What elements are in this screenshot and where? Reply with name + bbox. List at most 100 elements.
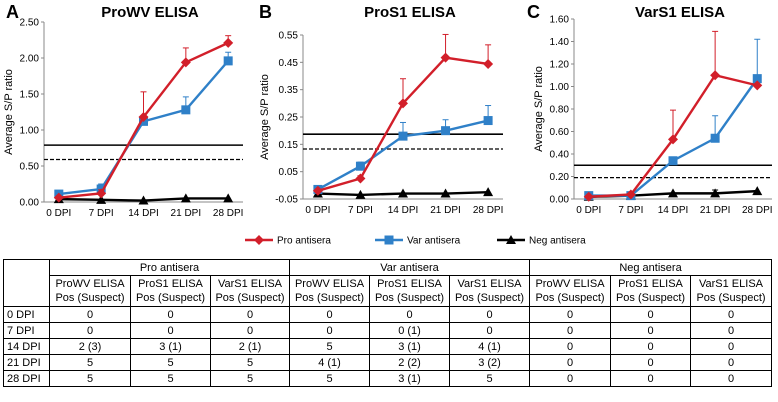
table-cell: 2 (1) <box>210 338 290 355</box>
x-tick-label: 21 DPI <box>430 205 461 216</box>
table-row: 7 DPI 0 0 0 0 0 (1) 0 0 0 0 <box>3 322 772 339</box>
series-pro-antisera <box>53 35 234 203</box>
data-point <box>752 80 763 91</box>
legend-label: Var antisera <box>407 236 461 247</box>
y-tick-label: 0.00 <box>20 198 40 209</box>
data-point <box>312 185 323 196</box>
table-cell: 0 <box>130 322 211 339</box>
x-tick-label: 0 DPI <box>576 205 601 216</box>
x-tick-label: 28 DPI <box>742 205 773 216</box>
group-header-var: Var antisera <box>289 259 530 276</box>
table-cell: 2 (2) <box>369 354 450 371</box>
table-row: 28 DPI 5 5 5 5 3 (1) 5 0 0 0 <box>3 370 772 387</box>
subheader-pos-suspect: Pos (Suspect) <box>55 292 125 304</box>
table-cell: 0 <box>690 354 772 371</box>
results-table: Pro antisera Var antisera Neg antisera P… <box>3 259 772 387</box>
chart-legend: Pro antisera Var antisera Neg antisera <box>245 235 586 247</box>
y-tick-label: 0.80 <box>550 105 570 116</box>
table-cell: 4 (1) <box>449 338 530 355</box>
table-cell: 0 <box>210 322 290 339</box>
subheader-pos-suspect: Pos (Suspect) <box>294 292 365 304</box>
data-point <box>441 126 451 136</box>
x-tick-label: 0 DPI <box>46 208 71 219</box>
panel-letter: C <box>527 2 540 22</box>
data-point <box>483 116 493 126</box>
data-point <box>96 194 107 204</box>
table-cell: 0 <box>610 354 691 371</box>
data-point <box>668 188 678 198</box>
table-cell: 0 <box>610 322 691 339</box>
table-body: 0 DPI 0 0 0 0 0 0 0 0 0 7 DPI 0 0 0 0 0 (1) 0 0 0 0 14 DPI 2 … <box>3 306 772 387</box>
table-cell: 3 (1) <box>130 338 211 355</box>
y-tick-label: 0.55 <box>279 31 299 42</box>
panel-letter: A <box>6 2 19 22</box>
data-point <box>398 98 408 109</box>
y-tick-label: 0.00 <box>550 195 570 206</box>
table-cell: 0 <box>49 322 131 339</box>
data-point <box>710 70 721 81</box>
x-tick-label: 21 DPI <box>700 205 731 216</box>
table-corner-cell <box>3 259 50 307</box>
data-point <box>223 37 234 48</box>
table-cell: 0 (1) <box>369 322 450 339</box>
subheader-elisa: ProS1 ELISA <box>377 278 442 290</box>
column-subheader: ProWV ELISA Pos (Suspect) <box>529 275 611 307</box>
data-point <box>710 188 721 198</box>
table-cell: 0 <box>369 306 450 323</box>
table-cell: 0 <box>49 306 131 323</box>
data-point <box>583 191 594 202</box>
y-tick-label: 0.60 <box>550 127 570 138</box>
y-tick-label: 0.15 <box>279 140 299 151</box>
table-row: 0 DPI 0 0 0 0 0 0 0 0 0 <box>3 306 772 323</box>
data-point <box>180 193 191 203</box>
table-cell: 5 <box>130 354 211 371</box>
x-tick-label: 7 DPI <box>348 205 373 216</box>
x-tick-label: 0 DPI <box>305 205 330 216</box>
data-point <box>440 188 451 198</box>
subheader-elisa: VarS1 ELISA <box>218 278 282 290</box>
row-label: 14 DPI <box>3 338 50 355</box>
table-cell: 0 <box>130 306 211 323</box>
row-label: 21 DPI <box>3 354 50 371</box>
table-cell: 0 <box>529 338 611 355</box>
group-header-pro: Pro antisera <box>49 259 290 276</box>
subheader-pos-suspect: Pos (Suspect) <box>135 292 206 304</box>
data-point <box>355 161 365 171</box>
table-cell: 0 <box>529 306 611 323</box>
y-tick-label: 1.20 <box>550 60 570 71</box>
table-cell: 5 <box>289 338 370 355</box>
series-neg-antisera <box>53 193 234 205</box>
legend-marker <box>384 235 394 245</box>
table-cell: 0 <box>289 306 370 323</box>
table-cell: 3 (1) <box>369 338 450 355</box>
y-tick-label: 0.50 <box>20 162 40 173</box>
legend-entry-neg-antisera: Neg antisera <box>497 235 586 247</box>
data-point <box>668 156 678 166</box>
table-cell: 0 <box>690 338 772 355</box>
table-cell: 0 <box>610 370 691 387</box>
table-cell: 0 <box>690 306 772 323</box>
subheader-elisa: ProWV ELISA <box>535 278 605 290</box>
y-tick-label: 0.35 <box>279 85 299 96</box>
chart-panels: A ProWV ELISA Average S/P ratio 0.00 0.50 1.0… <box>3 2 773 219</box>
table-cell: 3 (1) <box>369 370 450 387</box>
subheader-pos-suspect: Pos (Suspect) <box>454 292 525 304</box>
series-line <box>58 60 230 196</box>
data-point <box>398 188 408 198</box>
legend-label: Pro antisera <box>277 236 331 247</box>
y-tick-label: 1.40 <box>550 37 570 48</box>
table-cell: 2 (3) <box>49 338 131 355</box>
y-axis-label: Average S/P ratio <box>3 69 15 155</box>
data-point <box>483 187 494 197</box>
table-row: 21 DPI 5 5 5 4 (1) 2 (2) 3 (2) 0 0 0 <box>3 354 772 371</box>
x-tick-label: 21 DPI <box>171 208 202 219</box>
y-tick-label: 0.40 <box>550 150 570 161</box>
column-subheader: ProS1 ELISA Pos (Suspect) <box>369 275 450 307</box>
column-subheader: VarS1 ELISA Pos (Suspect) <box>449 275 530 307</box>
data-point <box>668 134 678 145</box>
subheader-elisa: VarS1 ELISA <box>457 278 522 290</box>
x-tick-label: 14 DPI <box>388 205 419 216</box>
y-axis-label: Average S/P ratio <box>259 74 271 160</box>
x-tick-label: 7 DPI <box>89 208 114 219</box>
